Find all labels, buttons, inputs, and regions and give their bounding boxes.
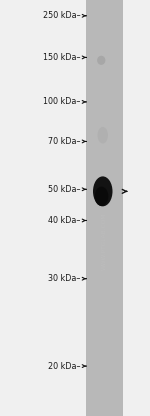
Bar xyxy=(86,0,123,416)
Text: 20 kDa–: 20 kDa– xyxy=(48,362,80,371)
Text: 70 kDa–: 70 kDa– xyxy=(48,137,80,146)
Ellipse shape xyxy=(98,127,108,144)
Text: 40 kDa–: 40 kDa– xyxy=(48,216,80,225)
Text: 50 kDa–: 50 kDa– xyxy=(48,185,80,194)
Text: 250 kDa–: 250 kDa– xyxy=(43,11,80,20)
Ellipse shape xyxy=(95,187,108,206)
Ellipse shape xyxy=(93,176,112,206)
Ellipse shape xyxy=(97,56,105,65)
Text: 150 kDa–: 150 kDa– xyxy=(43,53,80,62)
Text: 30 kDa–: 30 kDa– xyxy=(48,274,80,283)
Text: 100 kDa–: 100 kDa– xyxy=(43,97,80,106)
Text: WWW.PTGLAB.COM: WWW.PTGLAB.COM xyxy=(102,213,107,270)
